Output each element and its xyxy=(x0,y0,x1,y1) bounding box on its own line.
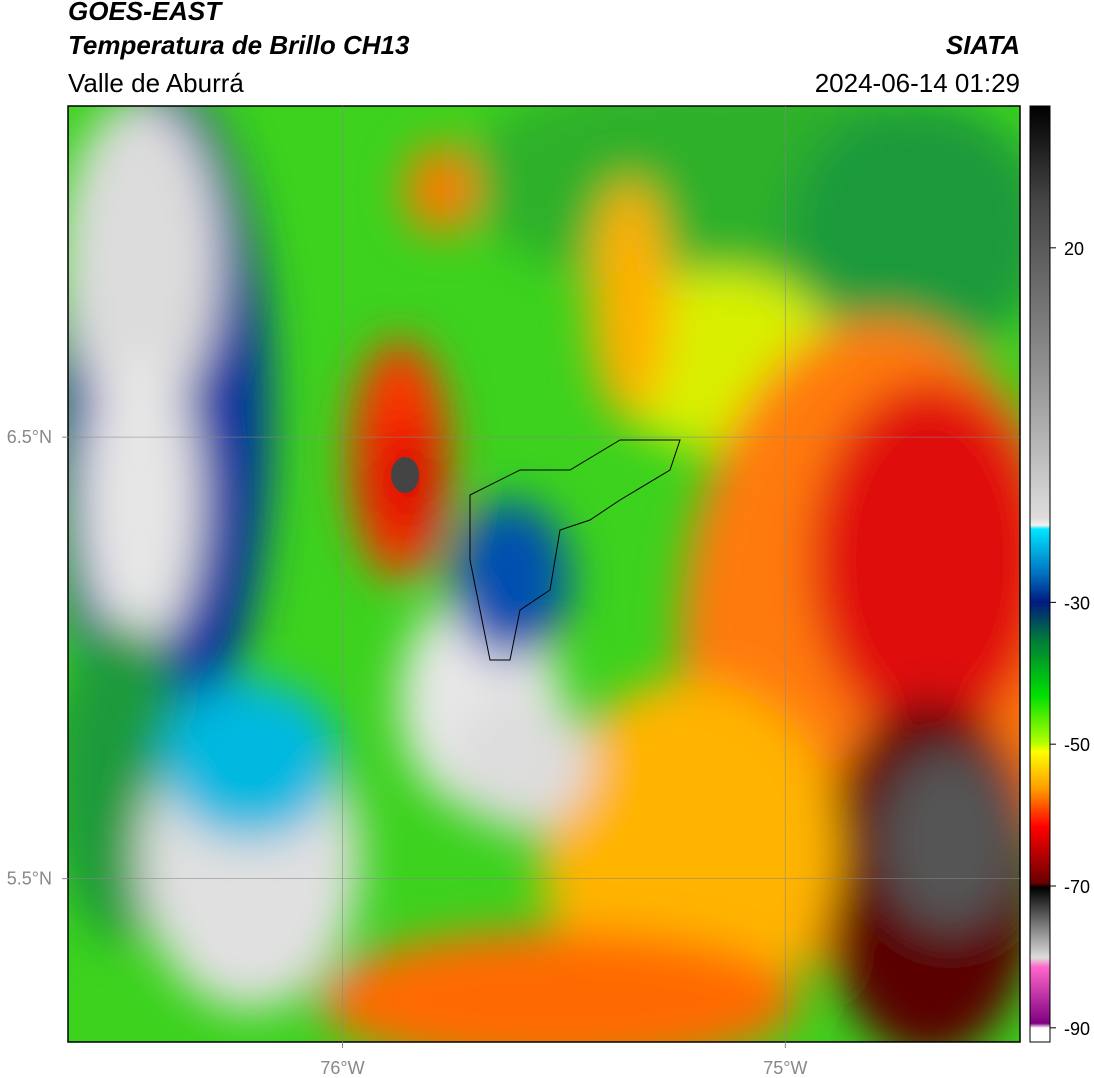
colorbar-tick-label: -30 xyxy=(1064,593,1090,613)
x-tick-label: 76°W xyxy=(320,1058,364,1078)
title: GOES-EAST xyxy=(68,0,223,26)
y-tick-label: 6.5°N xyxy=(7,427,52,447)
colorbar-tick-label: -50 xyxy=(1064,735,1090,755)
colorbar xyxy=(1029,105,1051,1043)
source: SIATA xyxy=(946,30,1020,60)
subtitle: Temperatura de Brillo CH13 xyxy=(68,30,410,60)
timestamp: 2024-06-14 01:29 xyxy=(815,68,1020,98)
y-tick-label: 5.5°N xyxy=(7,869,52,889)
region: Valle de Aburrá xyxy=(68,68,244,98)
satellite-image xyxy=(68,106,1020,1042)
colorbar-tick-label: -70 xyxy=(1064,877,1090,897)
colorbar-tick-label: -90 xyxy=(1064,1019,1090,1039)
x-tick-label: 75°W xyxy=(763,1058,807,1078)
colorbar-tick-label: 20 xyxy=(1064,239,1084,259)
map-frame xyxy=(67,105,1021,1043)
